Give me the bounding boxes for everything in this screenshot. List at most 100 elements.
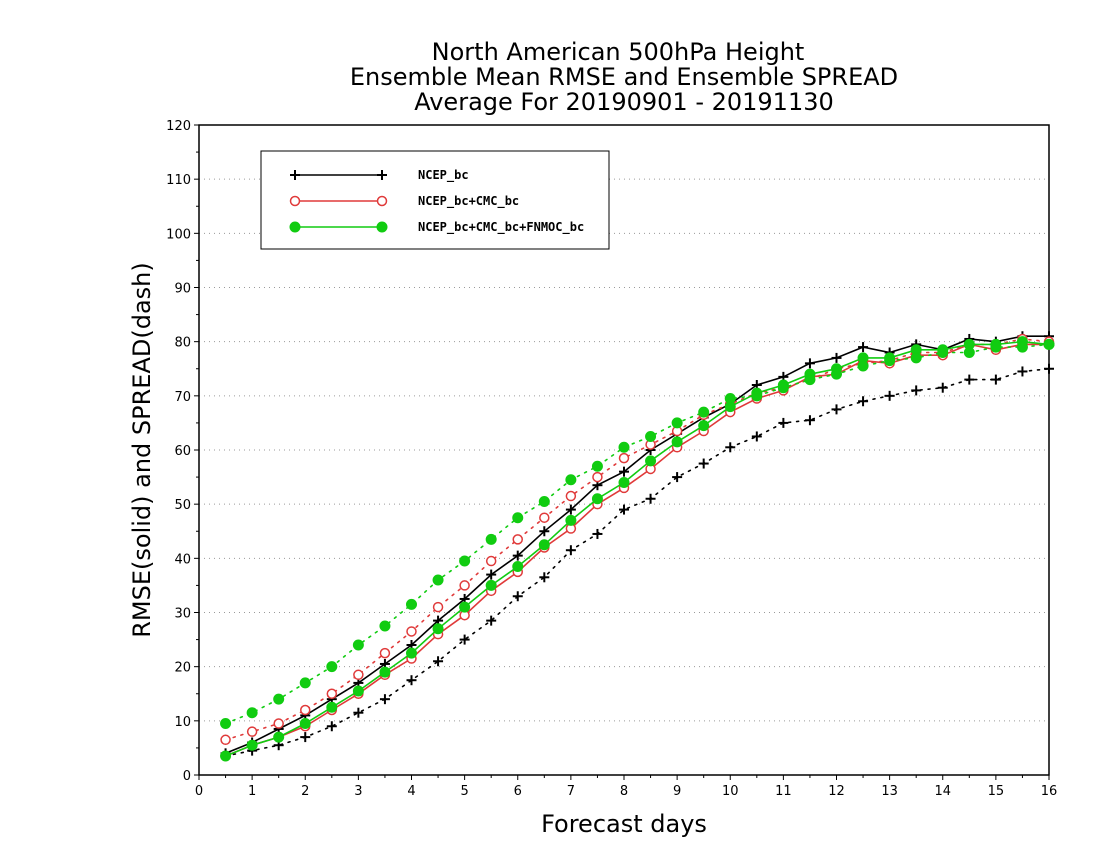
spread-point: [1016, 341, 1028, 353]
spread-point: [485, 555, 497, 567]
x-tick-label: 11: [775, 784, 792, 799]
spread-point: [618, 452, 630, 464]
spread-point: [857, 360, 869, 372]
rmse-point: [406, 647, 417, 659]
spread-point: [565, 490, 577, 502]
legend-label: NCEP_bc+CMC_bc: [418, 194, 519, 209]
rmse-point: [432, 623, 444, 635]
y-tick-label: 100: [166, 227, 191, 242]
rmse-point: [326, 701, 338, 713]
spread-line: [224, 338, 1050, 741]
x-tick-label: 2: [301, 784, 309, 799]
spread-point: [246, 707, 258, 719]
spread-point: [459, 555, 471, 567]
rmse-point: [565, 514, 577, 526]
spread-point: [963, 347, 975, 358]
spread-point: [672, 472, 683, 483]
y-tick-label: 60: [174, 444, 191, 459]
spread-point: [910, 352, 922, 364]
spread-point: [671, 417, 683, 429]
spread-point: [353, 707, 364, 718]
spread-point: [777, 382, 789, 394]
x-tick-label: 12: [828, 784, 845, 799]
spread-point: [937, 347, 949, 358]
spread-point: [432, 574, 444, 586]
x-tick-label: 0: [195, 784, 203, 799]
rmse-point: [512, 550, 523, 561]
x-tick-label: 16: [1041, 784, 1058, 799]
spread-point: [645, 430, 657, 442]
legend-label: NCEP_bc: [418, 168, 469, 183]
spread-point: [1044, 363, 1054, 374]
spread-point: [591, 460, 603, 472]
spread-point: [273, 693, 285, 705]
rmse-point: [565, 504, 576, 515]
spread-point: [246, 726, 258, 737]
spread-line: [224, 367, 1050, 757]
legend-marker-right: [376, 221, 388, 233]
rmse-point: [299, 718, 311, 730]
spread-point: [512, 591, 523, 602]
spread-point: [725, 442, 736, 453]
spread-point: [539, 512, 550, 523]
x-axis-label: Forecast days: [541, 810, 707, 838]
spread-point: [220, 734, 231, 746]
rmse-point: [619, 466, 629, 477]
legend-marker-right: [376, 195, 388, 207]
spread-point: [459, 580, 470, 591]
title-line-3: Average For 20190901 - 20191130: [414, 88, 834, 116]
x-tick-label: 4: [407, 784, 415, 799]
spread-point: [937, 382, 948, 393]
legend-entry-2: NCEP_bc+CMC_bc+FNMOC_bc: [289, 220, 584, 235]
rmse-line: [225, 335, 1049, 755]
spread-point: [751, 431, 762, 442]
spread-point: [724, 393, 736, 405]
x-tick-label: 9: [673, 784, 681, 799]
spread-point: [273, 718, 284, 729]
spread-point: [911, 385, 922, 396]
y-tick-label: 10: [174, 715, 191, 730]
legend-marker-left: [289, 221, 301, 233]
spread-point: [884, 355, 896, 367]
x-tick-label: 3: [354, 784, 362, 799]
spread-point: [512, 534, 523, 545]
spread-point: [592, 528, 603, 539]
legend-box: [260, 150, 610, 250]
x-tick-label: 15: [988, 784, 1005, 799]
plot-frame: [198, 124, 1050, 776]
spread-point: [379, 694, 390, 705]
legend-entry-1: NCEP_bc+CMC_bc: [289, 194, 519, 209]
spread-point: [326, 721, 337, 732]
spread-point: [990, 341, 1002, 353]
spread-point: [352, 639, 364, 651]
series-0: [220, 331, 1054, 762]
rmse-point: [618, 477, 630, 488]
x-tick-label: 6: [514, 784, 522, 799]
spread-point: [300, 704, 311, 716]
y-tick-label: 30: [174, 607, 191, 622]
y-axis-label: RMSE(solid) and SPREAD(dash): [128, 262, 156, 638]
spread-point: [698, 406, 710, 418]
y-tick-label: 40: [174, 552, 191, 567]
rmse-point: [220, 750, 232, 762]
spread-point: [645, 493, 656, 504]
x-tick-label: 10: [722, 784, 739, 799]
spread-point: [831, 368, 842, 380]
y-tick-label: 80: [174, 336, 191, 351]
x-tick-label: 7: [567, 784, 575, 799]
spread-point: [326, 688, 338, 699]
legend-label: NCEP_bc+CMC_bc+FNMOC_bc: [418, 220, 584, 235]
x-tick-label: 5: [460, 784, 468, 799]
spread-point: [1043, 338, 1055, 350]
spread-point: [299, 677, 311, 689]
y-tick-label: 110: [166, 173, 191, 188]
spread-point: [406, 626, 417, 637]
spread-point: [884, 390, 895, 401]
legend-entry-0: NCEP_bc: [290, 168, 469, 183]
rmse-point: [273, 731, 285, 743]
spread-point: [353, 669, 364, 681]
x-tick-label: 14: [934, 784, 951, 799]
legend-marker-left: [289, 195, 301, 207]
spread-point: [512, 512, 524, 524]
